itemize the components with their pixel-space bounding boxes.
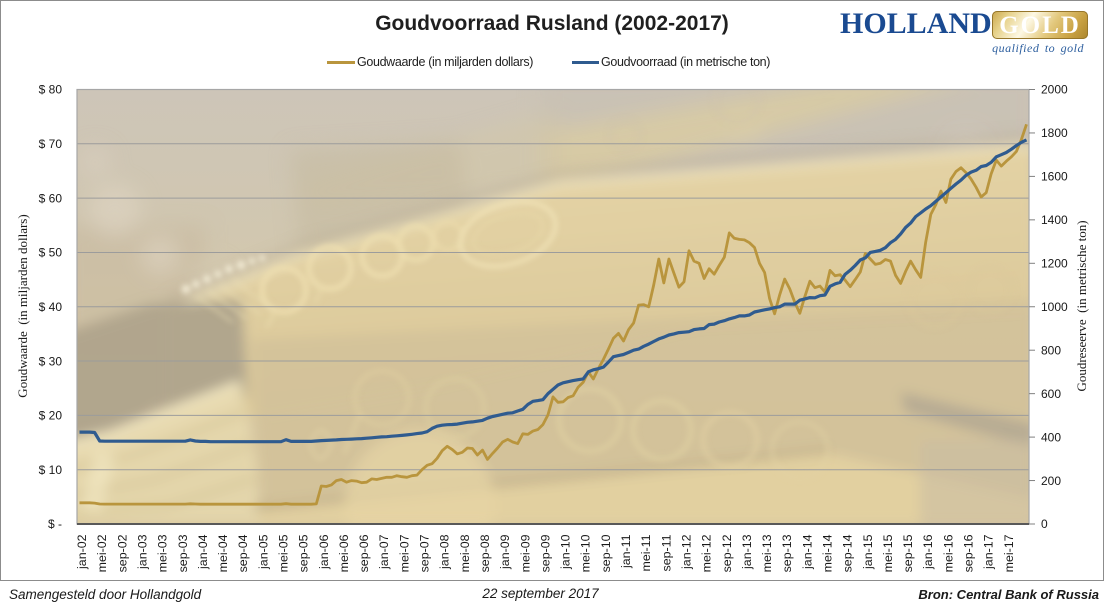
svg-text:jan-08: jan-08 [438,534,452,570]
svg-text:1000: 1000 [1041,300,1068,314]
svg-text:mei-04: mei-04 [216,534,230,572]
svg-text:2000: 2000 [1041,83,1068,97]
svg-text:$ 10: $ 10 [39,463,63,477]
svg-text:sep-15: sep-15 [901,534,915,572]
svg-text:mei-13: mei-13 [760,534,774,572]
svg-text:mei-09: mei-09 [518,534,532,572]
svg-text:mei-02: mei-02 [95,534,109,572]
svg-text:1800: 1800 [1041,126,1068,140]
svg-text:mei-15: mei-15 [881,534,895,572]
svg-text:$ 20: $ 20 [39,409,63,423]
svg-text:mei-05: mei-05 [277,534,291,572]
svg-text:sep-04: sep-04 [236,534,250,572]
svg-text:mei-17: mei-17 [1002,534,1016,572]
svg-text:sep-02: sep-02 [115,534,129,572]
svg-text:jan-09: jan-09 [498,534,512,570]
svg-text:$ 70: $ 70 [39,137,63,151]
svg-text:sep-05: sep-05 [297,534,311,572]
svg-text:$ 50: $ 50 [39,246,63,260]
svg-text:sep-13: sep-13 [780,534,794,572]
svg-text:$ 30: $ 30 [39,354,63,368]
svg-text:800: 800 [1041,343,1061,357]
svg-text:400: 400 [1041,430,1061,444]
svg-text:jan-16: jan-16 [921,534,935,570]
svg-text:jan-12: jan-12 [680,534,694,570]
svg-text:jan-02: jan-02 [75,534,89,570]
svg-text:sep-11: sep-11 [659,534,673,571]
svg-text:200: 200 [1041,474,1061,488]
svg-text:$ 80: $ 80 [39,83,63,97]
svg-text:mei-07: mei-07 [397,534,411,572]
svg-text:sep-16: sep-16 [962,534,976,572]
svg-text:sep-12: sep-12 [720,534,734,572]
svg-text:jan-17: jan-17 [982,534,996,570]
svg-text:Goudreseerve (in metrische to: Goudreseerve (in metrische ton) [1074,220,1089,391]
svg-text:jan-05: jan-05 [256,534,270,570]
svg-text:mei-10: mei-10 [579,534,593,572]
svg-text:jan-13: jan-13 [740,534,754,570]
svg-text:mei-06: mei-06 [337,534,351,572]
svg-text:jan-11: jan-11 [619,534,633,569]
svg-text:sep-14: sep-14 [841,534,855,572]
svg-text:$ -: $ - [48,517,62,531]
svg-text:jan-14: jan-14 [800,534,814,570]
svg-text:sep-06: sep-06 [357,534,371,572]
svg-text:jan-07: jan-07 [377,534,391,570]
svg-text:mei-03: mei-03 [156,534,170,572]
svg-text:jan-04: jan-04 [196,534,210,570]
svg-text:600: 600 [1041,387,1061,401]
svg-text:$ 60: $ 60 [39,191,63,205]
svg-text:sep-08: sep-08 [478,534,492,572]
svg-text:0: 0 [1041,517,1048,531]
svg-text:mei-11: mei-11 [639,534,653,571]
svg-text:jan-15: jan-15 [861,534,875,570]
svg-text:sep-10: sep-10 [599,534,613,572]
svg-text:jan-03: jan-03 [136,534,150,570]
svg-text:mei-08: mei-08 [458,534,472,572]
svg-text:mei-12: mei-12 [700,534,714,572]
svg-text:sep-07: sep-07 [418,534,432,572]
svg-text:1400: 1400 [1041,213,1068,227]
svg-text:mei-14: mei-14 [821,534,835,572]
svg-text:1200: 1200 [1041,257,1068,271]
svg-text:1600: 1600 [1041,170,1068,184]
svg-text:mei-16: mei-16 [941,534,955,572]
svg-text:sep-03: sep-03 [176,534,190,572]
svg-text:Goudwaarde (in miljarden doll: Goudwaarde (in miljarden dollars) [15,214,30,397]
svg-text:sep-09: sep-09 [538,534,552,572]
svg-text:jan-06: jan-06 [317,534,331,570]
svg-text:jan-10: jan-10 [559,534,573,570]
svg-text:$ 40: $ 40 [39,300,63,314]
